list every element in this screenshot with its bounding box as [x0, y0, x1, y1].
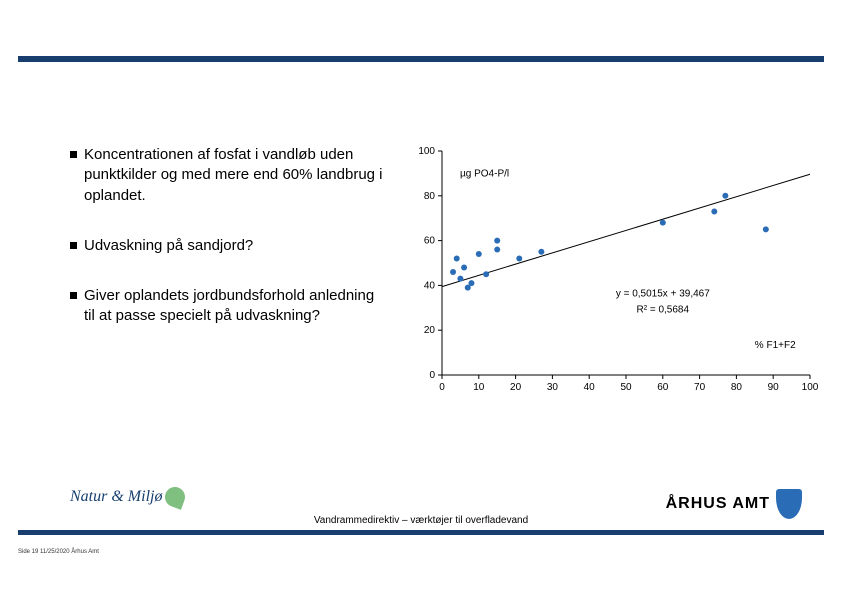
svg-text:µg PO4-P/l: µg PO4-P/l	[460, 168, 509, 179]
svg-text:100: 100	[418, 146, 435, 157]
svg-text:80: 80	[731, 382, 743, 393]
svg-text:0: 0	[429, 370, 435, 381]
svg-text:70: 70	[694, 382, 706, 393]
svg-text:20: 20	[424, 325, 436, 336]
svg-text:40: 40	[424, 280, 436, 291]
top-rule	[18, 56, 824, 62]
svg-text:60: 60	[657, 382, 669, 393]
footer-rule	[18, 530, 824, 535]
left-logo: Natur & Miljø	[70, 487, 185, 517]
footer-caption: Vandrammedirektiv – værktøjer til overfl…	[18, 515, 824, 526]
svg-text:90: 90	[768, 382, 780, 393]
bullet-1: Koncentrationen af fosfat i vandløb uden…	[70, 145, 385, 206]
svg-text:80: 80	[424, 191, 436, 202]
chart-svg: 0 20 40 60 80 100 0 10 20 30 40 50 60 70 80 90 100 µg PO4…	[400, 145, 820, 405]
scatter-chart: 0 20 40 60 80 100 0 10 20 30 40 50 60 70 80 90 100 µg PO4…	[400, 145, 820, 405]
footer: Vandrammedirektiv – værktøjer til overfl…	[18, 515, 824, 535]
svg-text:% F1+F2: % F1+F2	[755, 340, 796, 351]
svg-text:20: 20	[510, 382, 522, 393]
svg-text:R² = 0,5684: R² = 0,5684	[637, 304, 690, 315]
svg-text:0: 0	[439, 382, 445, 393]
svg-text:30: 30	[547, 382, 559, 393]
leaf-icon	[163, 484, 189, 510]
page-info: Side 19 11/25/2020 Århus Amt	[18, 549, 99, 555]
right-logo-text: ÅRHUS AMT	[666, 495, 770, 513]
svg-text:y = 0,5015x + 39,467: y = 0,5015x + 39,467	[616, 289, 710, 300]
svg-text:40: 40	[584, 382, 596, 393]
svg-text:10: 10	[473, 382, 485, 393]
svg-text:100: 100	[802, 382, 819, 393]
svg-text:50: 50	[620, 382, 632, 393]
svg-text:60: 60	[424, 236, 436, 247]
bullet-2: Udvaskning på sandjord?	[70, 236, 385, 256]
bullet-3: Giver oplandets jordbundsforhold anledni…	[70, 286, 385, 327]
bullet-list: Koncentrationen af fosfat i vandløb uden…	[70, 145, 385, 357]
left-logo-text: Natur & Miljø	[70, 488, 162, 505]
